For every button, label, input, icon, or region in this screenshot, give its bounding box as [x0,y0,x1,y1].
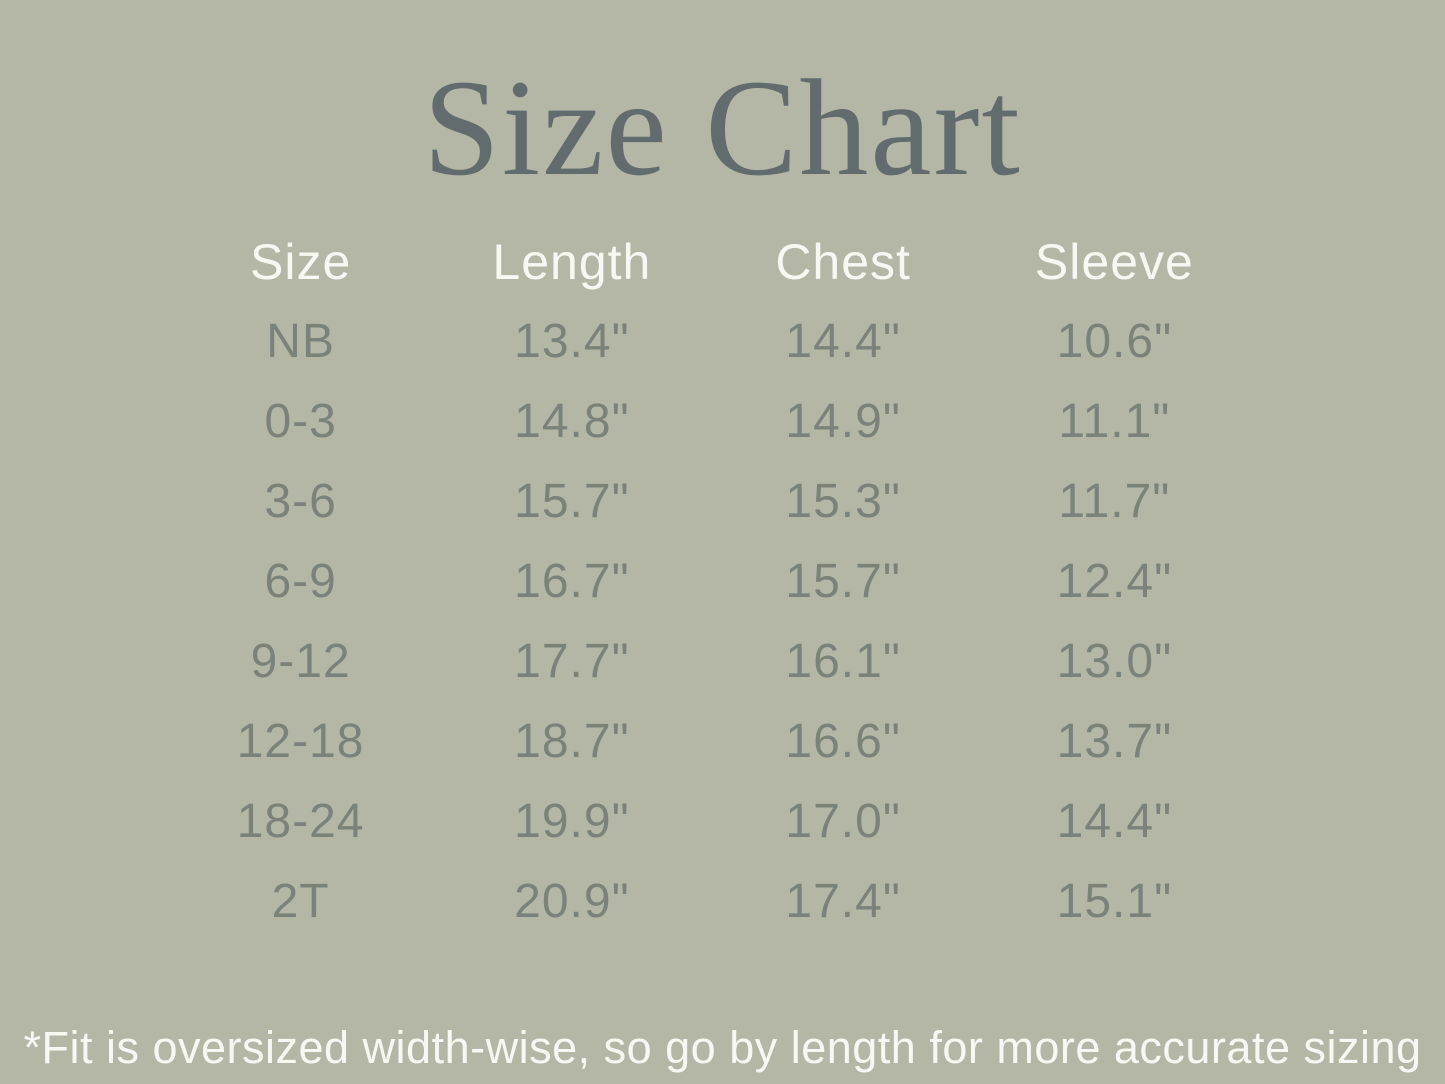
table-cell-size: 12-18 [236,715,365,769]
page-title: Size Chart [423,51,1022,204]
table-cell-chest: 16.1" [785,635,901,689]
table-cell-size: 9-12 [250,635,351,689]
column-header-length: Length [492,233,652,290]
table-cell-sleeve: 12.4" [1056,555,1173,609]
table-cell-length: 16.7" [514,555,630,609]
table-cell-size: NB [266,315,335,369]
table-cell-chest: 17.0" [785,795,901,849]
column-header-chest: Chest [775,233,911,290]
table-cell-chest: 14.9" [785,395,901,449]
table-cell-length: 19.9" [514,795,630,849]
column-header-sleeve: Sleeve [1034,233,1194,290]
table-cell-length: 14.8" [514,395,630,449]
table-cell-size: 2T [271,875,330,929]
table-cell-sleeve: 13.0" [1056,635,1173,689]
table-cell-size: 18-24 [236,795,365,849]
table-cell-sleeve: 11.1" [1058,395,1171,449]
size-chart-table: Size Length Chest Sleeve NB 13.4" 14.4" … [165,222,1250,942]
table-cell-sleeve: 13.7" [1056,715,1173,769]
table-cell-sleeve: 11.7" [1058,475,1171,529]
table-cell-sleeve: 10.6" [1056,315,1173,369]
table-cell-sleeve: 14.4" [1056,795,1173,849]
table-cell-length: 17.7" [514,635,630,689]
table-cell-length: 18.7" [514,715,630,769]
table-cell-chest: 16.6" [785,715,901,769]
table-cell-length: 15.7" [514,475,630,529]
table-cell-chest: 15.7" [785,555,901,609]
table-cell-chest: 14.4" [785,315,901,369]
table-cell-size: 6-9 [264,555,337,609]
table-cell-chest: 17.4" [785,875,901,929]
column-header-size: Size [249,233,352,290]
table-cell-sleeve: 15.1" [1056,875,1173,929]
table-cell-size: 0-3 [264,395,337,449]
table-cell-length: 13.4" [514,315,630,369]
table-cell-length: 20.9" [514,875,630,929]
table-cell-size: 3-6 [264,475,337,529]
table-cell-chest: 15.3" [785,475,901,529]
fit-footnote: *Fit is oversized width-wise, so go by l… [23,1022,1422,1073]
